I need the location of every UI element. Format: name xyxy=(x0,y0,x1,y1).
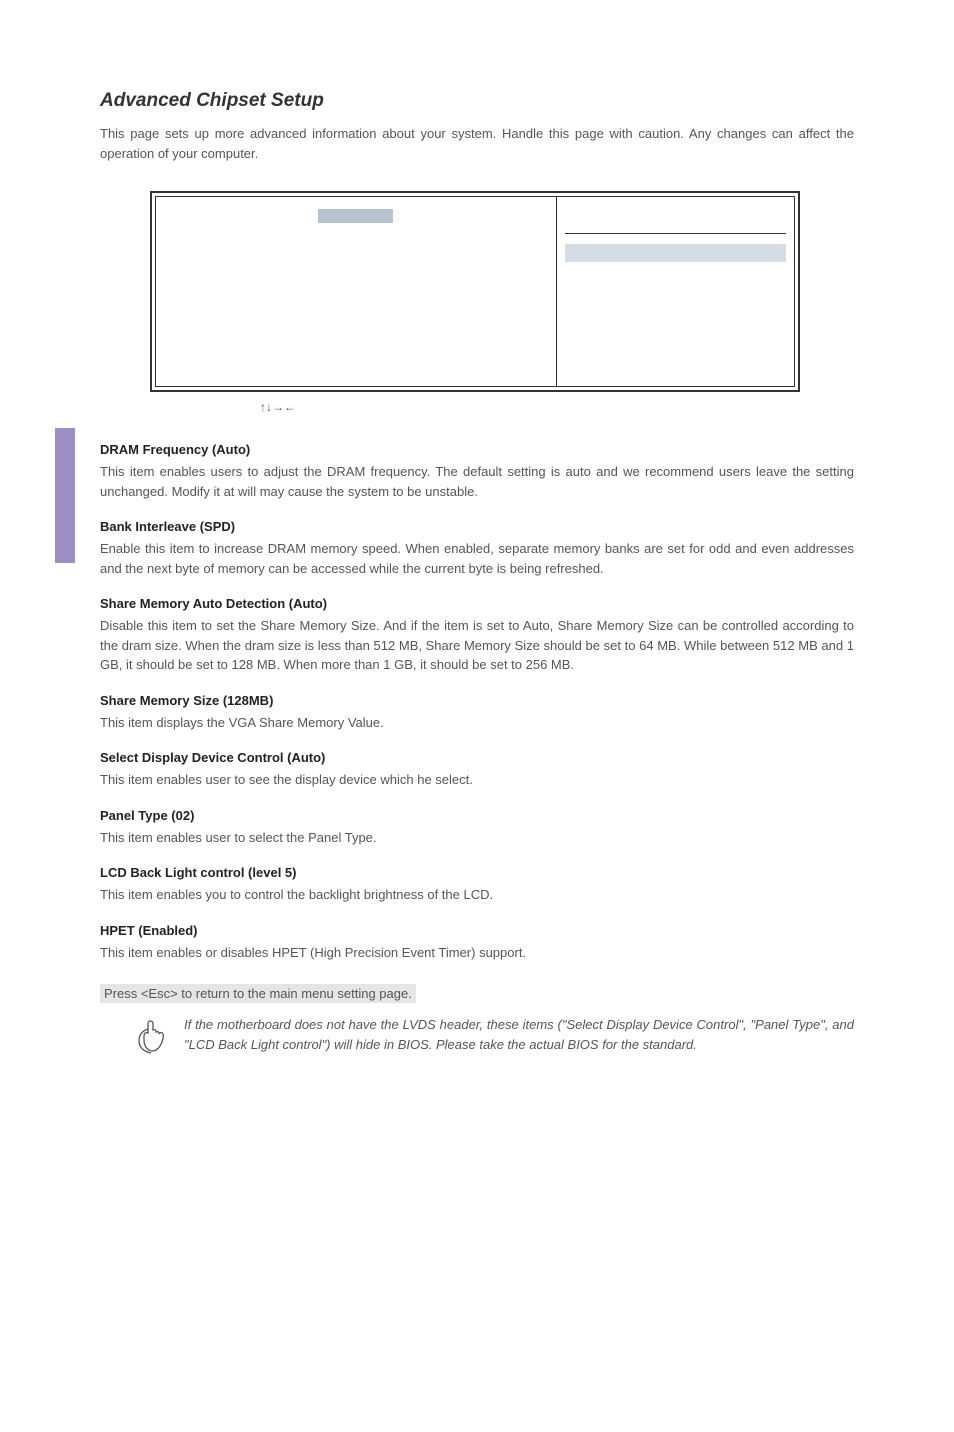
section-title: LCD Back Light control (level 5) xyxy=(100,865,854,880)
section-title: Share Memory Size (128MB) xyxy=(100,693,854,708)
arrow-legend: ↑↓→← xyxy=(260,400,854,414)
section-hpet: HPET (Enabled) This item enables or disa… xyxy=(100,923,854,963)
footnote-text: If the motherboard does not have the LVD… xyxy=(184,1015,854,1054)
section-body: This item enables you to control the bac… xyxy=(100,885,854,905)
section-title: Panel Type (02) xyxy=(100,808,854,823)
section-title: Bank Interleave (SPD) xyxy=(100,519,854,534)
section-panel-type: Panel Type (02) This item enables user t… xyxy=(100,808,854,848)
section-title: Select Display Device Control (Auto) xyxy=(100,750,854,765)
section-dram-frequency: DRAM Frequency (Auto) This item enables … xyxy=(100,442,854,501)
section-title: DRAM Frequency (Auto) xyxy=(100,442,854,457)
bios-right-highlight xyxy=(565,244,786,262)
section-share-memory-auto: Share Memory Auto Detection (Auto) Disab… xyxy=(100,596,854,675)
section-bank-interleave: Bank Interleave (SPD) Enable this item t… xyxy=(100,519,854,578)
section-body: This item enables user to select the Pan… xyxy=(100,828,854,848)
bios-right-panel xyxy=(556,197,794,386)
section-body: Enable this item to increase DRAM memory… xyxy=(100,539,854,578)
sidebar-tab xyxy=(55,428,75,563)
section-body: This item enables or disables HPET (High… xyxy=(100,943,854,963)
page-container: Advanced Chipset Setup This page sets up… xyxy=(0,0,954,1095)
section-body: Disable this item to set the Share Memor… xyxy=(100,616,854,675)
pointing-hand-icon xyxy=(132,1015,172,1055)
section-body: This item enables users to adjust the DR… xyxy=(100,462,854,501)
bios-left-panel xyxy=(156,197,556,386)
bios-header-highlight xyxy=(318,209,393,223)
section-body: This item displays the VGA Share Memory … xyxy=(100,713,854,733)
bios-inner xyxy=(155,196,795,387)
section-share-memory-size: Share Memory Size (128MB) This item disp… xyxy=(100,693,854,733)
bios-screenshot-box xyxy=(150,191,800,392)
section-select-display: Select Display Device Control (Auto) Thi… xyxy=(100,750,854,790)
esc-note: Press <Esc> to return to the main menu s… xyxy=(100,984,416,1003)
page-heading: Advanced Chipset Setup xyxy=(100,90,854,112)
intro-paragraph: This page sets up more advanced informat… xyxy=(100,124,854,163)
section-title: Share Memory Auto Detection (Auto) xyxy=(100,596,854,611)
section-lcd-backlight: LCD Back Light control (level 5) This it… xyxy=(100,865,854,905)
bios-right-divider xyxy=(565,233,786,234)
section-body: This item enables user to see the displa… xyxy=(100,770,854,790)
footnote-block: If the motherboard does not have the LVD… xyxy=(100,1015,854,1055)
section-title: HPET (Enabled) xyxy=(100,923,854,938)
